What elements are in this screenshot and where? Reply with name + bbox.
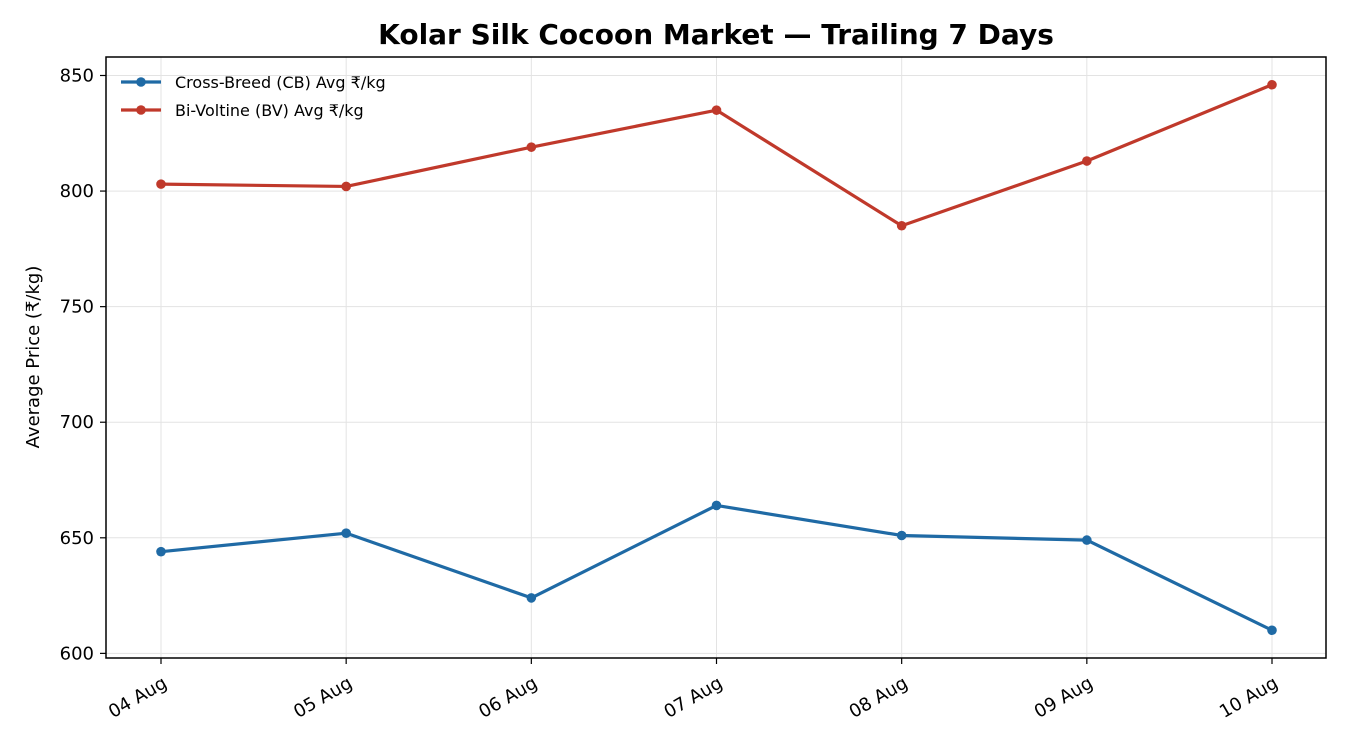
data-point bbox=[156, 179, 166, 189]
y-tick-label: 600 bbox=[60, 643, 94, 664]
data-point bbox=[1267, 625, 1277, 636]
y-tick-label: 750 bbox=[60, 297, 94, 318]
data-point bbox=[711, 500, 722, 511]
legend-label-0: Cross-Breed (CB) Avg ₹/kg bbox=[175, 73, 386, 92]
legend-marker-0 bbox=[136, 77, 146, 87]
data-point bbox=[341, 528, 351, 538]
x-tick-label: 06 Aug bbox=[475, 673, 541, 723]
x-axis-ticks: 04 Aug 05 Aug 06 Aug 07 Aug 08 Aug 09 Aug 10 A… bbox=[105, 658, 1282, 723]
x-tick-label: 05 Aug bbox=[290, 673, 356, 723]
data-point bbox=[1267, 79, 1277, 90]
x-tick-label: 09 Aug bbox=[1031, 673, 1097, 723]
data-point bbox=[896, 220, 907, 231]
y-tick-label: 650 bbox=[60, 528, 94, 549]
data-point bbox=[896, 530, 907, 541]
data-point bbox=[156, 546, 166, 557]
data-point bbox=[526, 593, 537, 603]
data-point bbox=[341, 181, 351, 192]
y-axis-ticks: 600 650 700 750 800 850 bbox=[60, 65, 106, 664]
data-point bbox=[711, 105, 722, 115]
chart-title: Kolar Silk Cocoon Market — Trailing 7 Da… bbox=[378, 18, 1054, 51]
y-tick-label: 700 bbox=[60, 412, 94, 433]
x-tick-label: 10 Aug bbox=[1216, 673, 1282, 723]
legend-marker-1 bbox=[136, 105, 146, 115]
legend-label-1: Bi-Voltine (BV) Avg ₹/kg bbox=[175, 101, 364, 120]
y-axis-label: Average Price (₹/kg) bbox=[23, 266, 44, 449]
data-point bbox=[1082, 156, 1092, 166]
x-tick-label: 08 Aug bbox=[846, 673, 912, 723]
data-point bbox=[1082, 535, 1092, 545]
y-tick-label: 800 bbox=[60, 181, 94, 202]
data-point bbox=[526, 142, 537, 152]
x-tick-label: 07 Aug bbox=[660, 673, 726, 723]
y-tick-label: 850 bbox=[60, 65, 94, 86]
legend: Cross-Breed (CB) Avg ₹/kg Bi-Voltine (BV)… bbox=[121, 73, 386, 120]
series-lines bbox=[156, 79, 1277, 636]
x-tick-label: 04 Aug bbox=[105, 673, 171, 723]
